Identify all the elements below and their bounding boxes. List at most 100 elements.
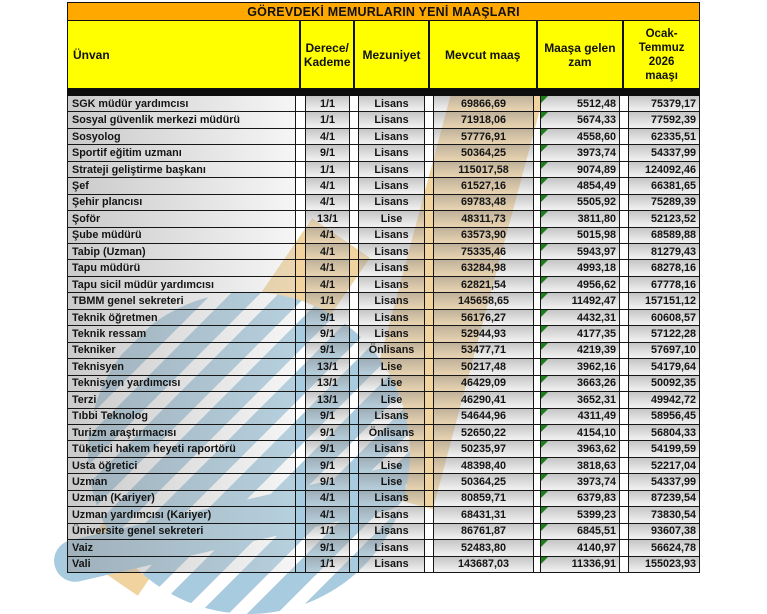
cell-error-triangle-icon	[541, 244, 548, 252]
cell-error-triangle-icon	[541, 326, 548, 334]
column-gutter	[296, 162, 305, 179]
cell-yeni-maas: 155023,93	[628, 556, 700, 573]
cell-error-triangle-icon	[541, 342, 548, 350]
cell-mezuniyet: Lisans	[358, 161, 425, 179]
cell-derece: 4/1	[305, 227, 350, 245]
cell-yeni-maas: 57122,28	[628, 326, 700, 343]
cell-unvan: SGK müdür yardımcısı	[67, 96, 296, 113]
column-gutter	[350, 162, 358, 179]
cell-yeni-maas: 52217,04	[628, 457, 700, 475]
column-gutter	[296, 129, 305, 146]
column-gutter	[350, 491, 358, 508]
column-gutter	[425, 474, 433, 491]
cell-zam: 4956,62	[540, 276, 620, 294]
column-gutter	[296, 293, 305, 310]
cell-unvan: Vali	[67, 556, 296, 573]
column-gutter	[296, 359, 305, 376]
cell-zam: 4311,49	[540, 408, 620, 425]
table-row: Tabip (Uzman) 4/1 Lisans 75335,46 5943,9…	[67, 244, 700, 261]
cell-mevcut-maas: 86761,87	[433, 523, 534, 541]
cell-derece: 9/1	[305, 474, 350, 491]
column-gutter	[425, 540, 433, 557]
cell-error-triangle-icon	[541, 523, 548, 531]
cell-unvan: Tapu müdürü	[67, 260, 296, 277]
column-gutter	[296, 96, 305, 113]
cell-unvan: Tabip (Uzman)	[67, 244, 296, 261]
cell-zam: 3811,80	[540, 211, 620, 228]
column-gutter	[296, 392, 305, 409]
cell-derece: 4/1	[305, 128, 350, 146]
column-gutter	[425, 491, 433, 508]
cell-unvan: Şef	[67, 178, 296, 195]
cell-derece: 4/1	[305, 276, 350, 294]
salary-table: GÖREVDEKİ MEMURLARIN YENİ MAAŞLARI Ünvan…	[67, 2, 700, 573]
cell-yeni-maas: 73830,54	[628, 507, 700, 524]
cell-unvan: Strateji geliştirme başkanı	[67, 161, 296, 179]
column-gutter	[425, 228, 433, 245]
column-gutter	[296, 474, 305, 491]
column-header-unvan: Ünvan	[68, 21, 302, 88]
cell-mezuniyet: Lisans	[358, 145, 425, 162]
cell-yeni-maas: 124092,46	[628, 161, 700, 179]
column-gutter	[425, 458, 433, 475]
cell-mevcut-maas: 50364,25	[433, 474, 534, 491]
column-gutter	[296, 458, 305, 475]
column-gutter	[620, 343, 628, 360]
cell-zam: 4140,97	[540, 540, 620, 557]
cell-zam: 3962,16	[540, 359, 620, 376]
cell-derece: 9/1	[305, 457, 350, 475]
cell-yeni-maas: 93607,38	[628, 523, 700, 541]
cell-mezuniyet: Lisans	[358, 260, 425, 277]
cell-mezuniyet: Lisans	[358, 112, 425, 129]
column-gutter	[350, 524, 358, 541]
table-row: Tapu müdürü 4/1 Lisans 63284,98 4993,18 …	[67, 260, 700, 277]
column-gutter	[425, 507, 433, 524]
cell-zam: 3663,26	[540, 375, 620, 393]
column-gutter	[620, 195, 628, 212]
cell-error-triangle-icon	[541, 556, 548, 564]
table-row: Vali 1/1 Lisans 143687,03 11336,91 15502…	[67, 556, 700, 573]
column-gutter	[425, 195, 433, 212]
cell-yeni-maas: 75379,17	[628, 96, 700, 113]
column-gutter	[425, 277, 433, 294]
cell-zam: 5505,92	[540, 194, 620, 212]
cell-zam: 3973,74	[540, 145, 620, 162]
cell-mezuniyet: Önlisans	[358, 342, 425, 360]
column-gutter	[350, 557, 358, 573]
column-gutter	[350, 507, 358, 524]
cell-zam: 4432,31	[540, 309, 620, 327]
cell-mezuniyet: Lise	[358, 474, 425, 491]
cell-derece: 4/1	[305, 507, 350, 524]
column-gutter	[296, 112, 305, 129]
cell-derece: 9/1	[305, 441, 350, 458]
cell-derece: 9/1	[305, 424, 350, 442]
cell-unvan: Şoför	[67, 211, 296, 228]
column-gutter	[620, 540, 628, 557]
column-header-yeni-maas: Ocak- Temmuz 2026 maaşı	[638, 27, 685, 82]
cell-zam: 5674,33	[540, 112, 620, 129]
column-gutter	[296, 228, 305, 245]
column-gutter	[296, 277, 305, 294]
column-gutter	[620, 293, 628, 310]
column-gutter	[534, 524, 540, 541]
table-row: SGK müdür yardımcısı 1/1 Lisans 69866,69…	[67, 96, 700, 113]
table-header-row: Ünvan Derece/ Kademe Mezuniyet Mevcut ma…	[67, 21, 700, 89]
column-gutter	[425, 211, 433, 228]
table-row: Şef 4/1 Lisans 61527,16 4854,49 66381,65	[67, 178, 700, 195]
column-gutter	[296, 425, 305, 442]
column-gutter	[425, 178, 433, 195]
table-row: Üniversite genel sekreteri 1/1 Lisans 86…	[67, 523, 700, 541]
cell-unvan: Terzi	[67, 392, 296, 409]
cell-yeni-maas: 68589,88	[628, 227, 700, 245]
cell-zam: 4177,35	[540, 326, 620, 343]
column-gutter	[296, 211, 305, 228]
table-row: Uzman (Kariyer) 4/1 Lisans 80859,71 6379…	[67, 490, 700, 508]
table-row: TBMM genel sekreteri 1/1 Lisans 145658,6…	[67, 293, 700, 310]
column-gutter	[350, 326, 358, 343]
cell-derece: 1/1	[305, 293, 350, 310]
cell-yeni-maas: 50092,35	[628, 375, 700, 393]
cell-yeni-maas: 56624,78	[628, 540, 700, 557]
cell-zam: 4219,39	[540, 342, 620, 360]
cell-mezuniyet: Lisans	[358, 96, 425, 113]
cell-unvan: Tapu sicil müdür yardımcısı	[67, 276, 296, 294]
